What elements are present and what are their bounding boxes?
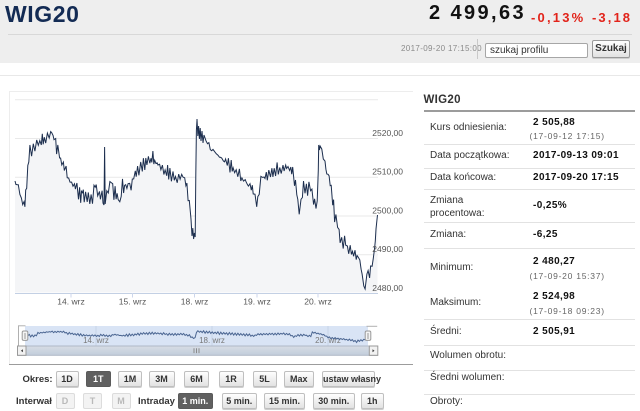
svg-text:14. wrz: 14. wrz [57, 297, 84, 307]
svg-text:20. wrz: 20. wrz [304, 297, 331, 307]
svg-text:2510,00: 2510,00 [372, 167, 403, 177]
svg-text:20. wrz: 20. wrz [315, 336, 341, 345]
svg-text:15. wrz: 15. wrz [119, 297, 146, 307]
svg-text:2520,00: 2520,00 [372, 128, 403, 138]
svg-text:19. wrz: 19. wrz [243, 297, 270, 307]
svg-text:18. wrz: 18. wrz [199, 336, 225, 345]
svg-text:2490,00: 2490,00 [372, 244, 403, 254]
svg-text:2500,00: 2500,00 [372, 205, 403, 215]
svg-text:2480,00: 2480,00 [372, 283, 403, 293]
svg-text:14. wrz: 14. wrz [83, 336, 109, 345]
svg-text:18. wrz: 18. wrz [181, 297, 208, 307]
